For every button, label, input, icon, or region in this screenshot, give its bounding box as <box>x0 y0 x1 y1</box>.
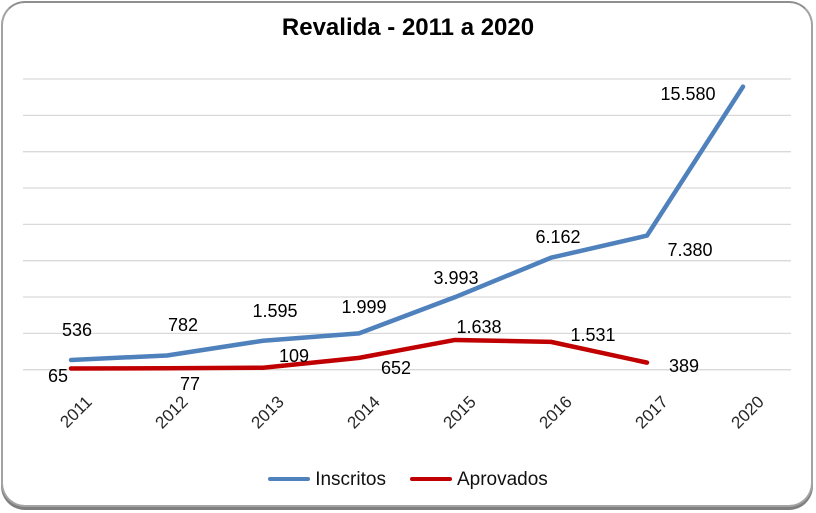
series-lines <box>68 84 746 371</box>
data-label-aprovados-2016: 1.531 <box>570 324 616 345</box>
gridlines <box>23 78 791 371</box>
legend-item-inscritos: Inscritos <box>268 470 386 489</box>
data-label-aprovados-2012: 77 <box>179 374 201 395</box>
legend: Inscritos Aprovados <box>0 466 816 492</box>
data-label-aprovados-2013: 109 <box>278 345 310 366</box>
legend-label-inscritos: Inscritos <box>315 468 386 490</box>
data-label-inscritos-2012: 782 <box>167 315 199 336</box>
data-label-inscritos-2015: 3.993 <box>433 268 479 289</box>
data-label-inscritos-2020: 15.580 <box>660 83 716 104</box>
data-label-aprovados-2011: 65 <box>47 365 69 386</box>
legend-label-aprovados: Aprovados <box>456 468 548 490</box>
data-label-aprovados-2015: 1.638 <box>456 316 502 337</box>
data-label-inscritos-2016: 6.162 <box>535 226 581 247</box>
series-line-inscritos <box>68 84 746 363</box>
data-label-inscritos-2017: 7.380 <box>667 239 713 260</box>
legend-item-aprovados: Aprovados <box>409 468 548 490</box>
legend-line-swatch-inscritos <box>268 477 311 481</box>
data-label-inscritos-2011: 536 <box>61 319 93 340</box>
data-label-aprovados-2014: 652 <box>380 357 412 378</box>
data-label-aprovados-2017: 389 <box>668 355 700 376</box>
legend-line-swatch-aprovados <box>409 477 452 481</box>
data-label-inscritos-2013: 1.595 <box>252 300 298 321</box>
data-label-inscritos-2014: 1.999 <box>341 297 387 318</box>
chart-title: Revalida - 2011 a 2020 <box>281 14 535 41</box>
series-line-aprovados <box>68 337 650 371</box>
